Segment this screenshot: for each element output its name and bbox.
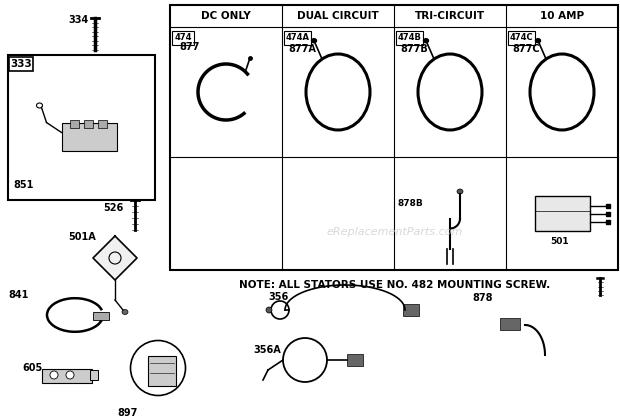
Text: 501A: 501A [68,232,95,242]
Ellipse shape [423,39,428,43]
Text: eReplacementParts.com: eReplacementParts.com [327,227,463,237]
Bar [93,312,109,320]
Bar [9,57,33,71]
Text: 897: 897 [118,408,138,418]
Text: 501: 501 [550,237,569,245]
Text: 474C: 474C [510,33,533,43]
Bar [396,31,423,45]
Polygon shape [93,236,137,280]
Bar [170,5,618,270]
Bar [284,31,311,45]
Bar [61,122,117,150]
Text: 878B: 878B [398,199,423,208]
Text: TRI-CIRCUIT: TRI-CIRCUIT [415,11,485,21]
Text: NOTE: ALL STATORS USE NO. 482 MOUNTING SCREW.: NOTE: ALL STATORS USE NO. 482 MOUNTING S… [239,280,551,290]
Bar [42,369,92,383]
Ellipse shape [457,189,463,194]
Bar [97,120,107,127]
Text: 605: 605 [22,363,42,373]
Circle shape [50,371,58,379]
Bar [69,120,79,127]
Text: 10 AMP: 10 AMP [540,11,584,21]
Text: 333: 333 [10,59,32,69]
Text: 877C: 877C [512,44,539,54]
Text: 877B: 877B [400,44,428,54]
Bar [403,304,419,316]
Text: DUAL CIRCUIT: DUAL CIRCUIT [297,11,379,21]
Text: 878: 878 [472,293,492,303]
Ellipse shape [122,309,128,314]
Bar [148,356,176,386]
Text: 356: 356 [268,292,288,302]
Bar [84,120,92,127]
Ellipse shape [266,307,272,313]
Ellipse shape [536,39,541,43]
Bar [347,354,363,366]
Text: 851: 851 [13,180,33,190]
Text: 474A: 474A [285,33,309,43]
Text: 334: 334 [68,15,88,25]
Text: 526: 526 [103,203,123,213]
Bar [508,31,535,45]
Circle shape [66,371,74,379]
Bar [534,196,590,231]
Text: 841: 841 [8,290,29,300]
Text: 474B: 474B [397,33,422,43]
Text: DC ONLY: DC ONLY [201,11,251,21]
Text: 474: 474 [174,33,192,43]
Text: 356A: 356A [253,345,281,355]
Text: 877: 877 [179,42,200,52]
Bar [172,31,194,45]
Bar [500,318,520,330]
Text: 877A: 877A [288,44,316,54]
Bar [8,55,155,200]
Ellipse shape [311,39,316,43]
Bar [90,370,98,380]
